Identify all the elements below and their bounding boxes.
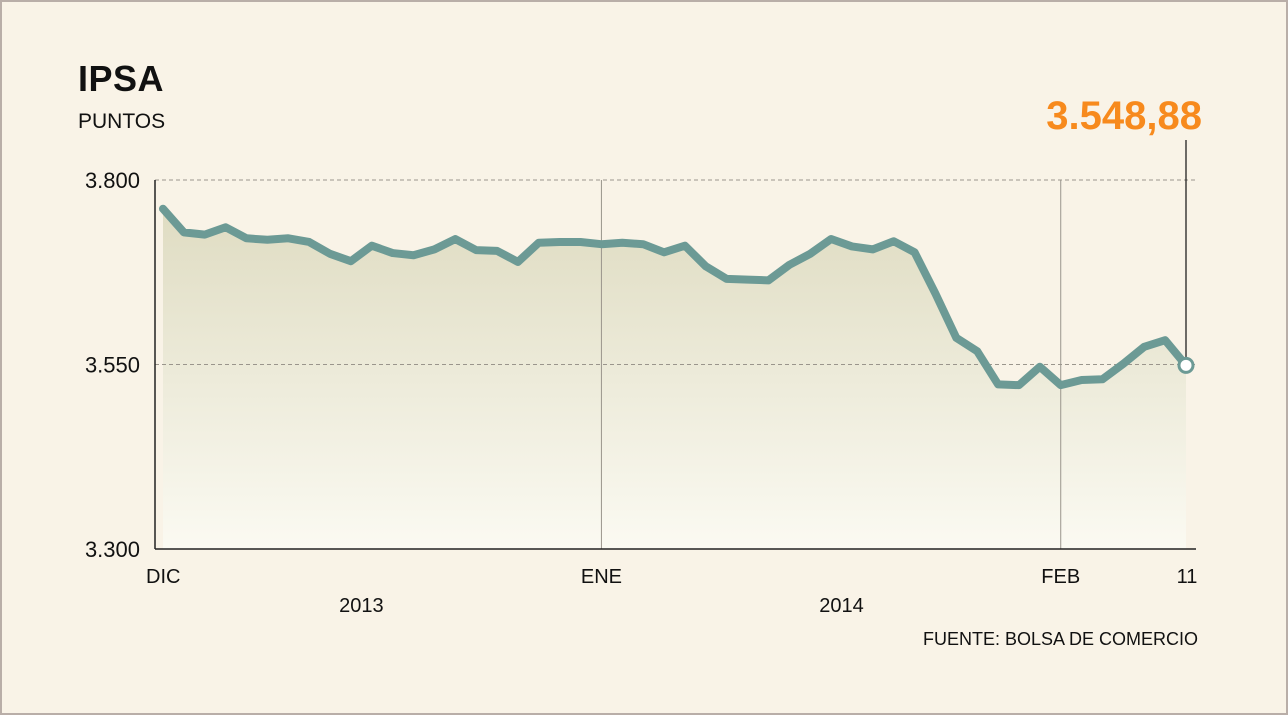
last-point-marker	[1177, 356, 1195, 374]
y-tick-label: 3.300	[85, 537, 140, 562]
y-tick-label: 3.800	[85, 168, 140, 193]
y-axis-unit-label: PUNTOS	[78, 110, 166, 133]
chart-title: IPSA	[78, 58, 165, 99]
area-fill	[163, 208, 1186, 550]
x-tick-label: FEB	[1041, 566, 1080, 588]
series-line	[159, 204, 1190, 390]
period-label: 2013	[339, 595, 384, 617]
period-label: 2014	[819, 595, 864, 617]
source-note: FUENTE: BOLSA DE COMERCIO	[922, 629, 1198, 649]
y-tick-label: 3.550	[85, 353, 140, 378]
x-tick-label: ENE	[581, 566, 622, 588]
x-tick-label: 11	[1177, 566, 1198, 588]
x-tick-label: DIC	[146, 566, 180, 588]
last-value-label: 3.548,88	[1046, 94, 1202, 138]
